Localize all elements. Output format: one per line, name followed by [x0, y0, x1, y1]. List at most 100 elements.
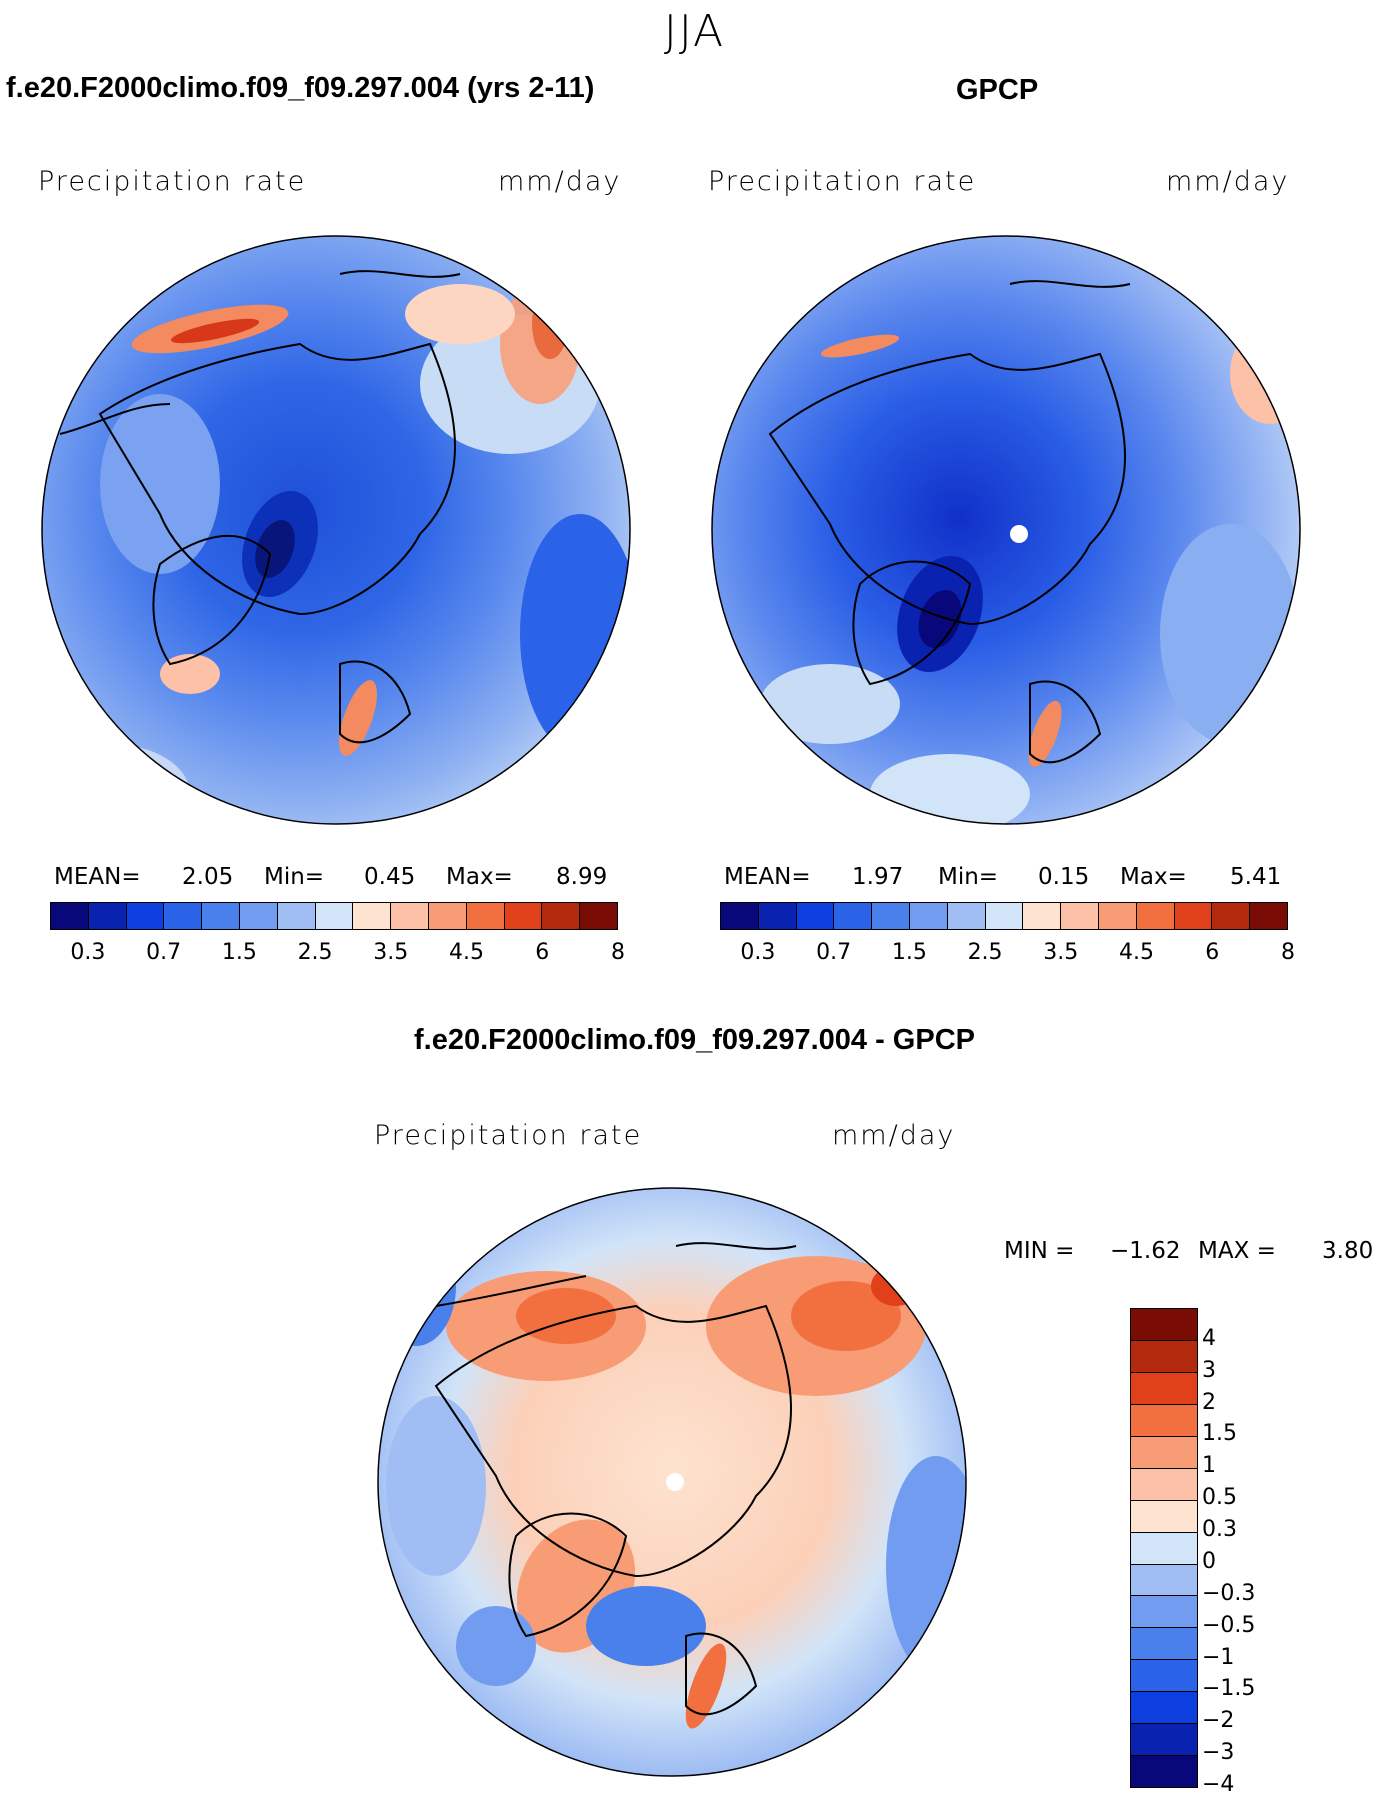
colorbar-tick-label: 8	[611, 940, 625, 965]
panel-3-min: −1.62	[1110, 1238, 1181, 1264]
panel-1-min: 0.45	[364, 864, 416, 890]
colorbar-swatch	[88, 903, 127, 929]
panel-1-title: f.e20.F2000climo.f09_f09.297.004 (yrs 2-…	[6, 72, 595, 104]
panel-2-mean: 1.97	[852, 864, 904, 890]
colorbar-tick-label: 8	[1281, 940, 1295, 965]
colorbar-tick-label: −1.5	[1202, 1676, 1256, 1702]
colorbar-swatch	[1131, 1372, 1197, 1405]
colorbar-swatch	[428, 903, 467, 929]
colorbar-tick-label: 0.3	[740, 940, 776, 965]
colorbar-swatch	[1131, 1404, 1197, 1437]
panel-3-map	[377, 1187, 967, 1777]
colorbar-swatch	[1131, 1596, 1197, 1629]
colorbar-swatch	[1131, 1532, 1197, 1565]
panel-3-units: mm/day	[832, 1120, 956, 1151]
colorbar-swatch	[51, 903, 89, 929]
colorbar-tick-label: 1.5	[221, 940, 257, 965]
colorbar-swatch	[239, 903, 278, 929]
colorbar-swatch	[1131, 1340, 1197, 1373]
colorbar-swatch	[985, 903, 1024, 929]
panel-3-colorbar	[1130, 1308, 1198, 1788]
colorbar-tick-label: −1	[1202, 1644, 1235, 1670]
colorbar-swatch	[315, 903, 354, 929]
colorbar-tick-label: 6	[1205, 940, 1220, 965]
colorbar-tick-label: 4.5	[1119, 940, 1155, 965]
panel-2-map	[711, 235, 1301, 825]
colorbar-swatch	[277, 903, 316, 929]
colorbar-swatch	[1131, 1436, 1197, 1469]
panel-1-units: mm/day	[498, 166, 622, 197]
panel-2-min-label: Min=	[938, 864, 999, 890]
colorbar-tick-label: 0.5	[1202, 1485, 1237, 1511]
colorbar-swatch	[796, 903, 835, 929]
colorbar-swatch	[1250, 903, 1287, 929]
colorbar-swatch	[1131, 1692, 1197, 1725]
colorbar-tick-label: 2.5	[967, 940, 1003, 965]
colorbar-tick-label: 1.5	[891, 940, 927, 965]
panel-1-colorbar	[50, 902, 618, 930]
colorbar-swatch	[1131, 1309, 1197, 1341]
colorbar-swatch	[504, 903, 543, 929]
panel-3-colorbar-ticks: 4 3 2 1.5 1 0.5 0.3 0 −0.3 −0.5 −1 −1.5 −2 −3 −4	[1202, 1308, 1302, 1797]
panel-1-mean: 2.05	[182, 864, 234, 890]
colorbar-tick-label: −3	[1202, 1740, 1235, 1766]
colorbar-swatch	[1136, 903, 1175, 929]
panel-2-colorbar-ticks: 0.3 0.7 1.5 2.5 3.5 4.5 6 8	[720, 940, 1295, 970]
panel-2-min: 0.15	[1038, 864, 1090, 890]
colorbar-swatch	[947, 903, 986, 929]
panel-2-units: mm/day	[1166, 166, 1290, 197]
colorbar-swatch	[1174, 903, 1213, 929]
colorbar-tick-label: 0.3	[1202, 1517, 1237, 1543]
colorbar-tick-label: 3.5	[373, 940, 409, 965]
panel-1-mean-label: MEAN=	[54, 864, 141, 890]
colorbar-swatch	[721, 903, 759, 929]
panel-2-title: GPCP	[956, 74, 1039, 106]
colorbar-swatch	[1131, 1500, 1197, 1533]
colorbar-tick-label: 2.5	[297, 940, 333, 965]
panel-1-max-label: Max=	[446, 864, 513, 890]
colorbar-tick-label: −0.5	[1202, 1612, 1256, 1638]
colorbar-swatch	[1131, 1724, 1197, 1757]
colorbar-swatch	[1098, 903, 1137, 929]
panel-1-map	[41, 235, 631, 825]
colorbar-swatch	[580, 903, 617, 929]
colorbar-swatch	[1131, 1468, 1197, 1501]
panel-2-max-label: Max=	[1120, 864, 1187, 890]
colorbar-swatch	[1131, 1564, 1197, 1597]
colorbar-swatch	[466, 903, 505, 929]
panel-2-colorbar	[720, 902, 1288, 930]
colorbar-tick-label: 4	[1202, 1325, 1216, 1351]
colorbar-swatch	[1131, 1628, 1197, 1661]
colorbar-tick-label: 6	[535, 940, 550, 965]
colorbar-tick-label: 3	[1202, 1357, 1216, 1383]
colorbar-swatch	[164, 903, 203, 929]
colorbar-tick-label: 4.5	[449, 940, 485, 965]
season-title: JJA	[663, 6, 726, 57]
colorbar-swatch	[1023, 903, 1062, 929]
panel-3-max-label: MAX =	[1198, 1238, 1276, 1264]
colorbar-tick-label: 1.5	[1202, 1421, 1237, 1447]
colorbar-swatch	[353, 903, 392, 929]
colorbar-swatch	[1131, 1756, 1197, 1788]
colorbar-swatch	[758, 903, 797, 929]
panel-1-colorbar-ticks: 0.3 0.7 1.5 2.5 3.5 4.5 6 8	[50, 940, 625, 970]
colorbar-tick-label: 1	[1202, 1453, 1216, 1479]
panel-3-variable: Precipitation rate	[374, 1120, 643, 1151]
colorbar-swatch	[872, 903, 910, 929]
panel-3-max: 3.80	[1322, 1238, 1374, 1264]
colorbar-swatch	[1061, 903, 1099, 929]
panel-1-min-label: Min=	[264, 864, 325, 890]
colorbar-swatch	[1131, 1660, 1197, 1693]
colorbar-swatch	[202, 903, 240, 929]
colorbar-tick-label: 0.3	[70, 940, 106, 965]
colorbar-swatch	[909, 903, 948, 929]
panel-2-variable: Precipitation rate	[708, 166, 977, 197]
colorbar-tick-label: 0.7	[146, 940, 182, 965]
panel-2-max: 5.41	[1230, 864, 1282, 890]
colorbar-tick-label: −2	[1202, 1708, 1235, 1734]
colorbar-tick-label: −4	[1202, 1772, 1235, 1797]
panel-1-variable: Precipitation rate	[38, 166, 307, 197]
colorbar-swatch	[542, 903, 581, 929]
colorbar-tick-label: 0.7	[816, 940, 852, 965]
panel-3-title: f.e20.F2000climo.f09_f09.297.004 - GPCP	[414, 1024, 975, 1056]
